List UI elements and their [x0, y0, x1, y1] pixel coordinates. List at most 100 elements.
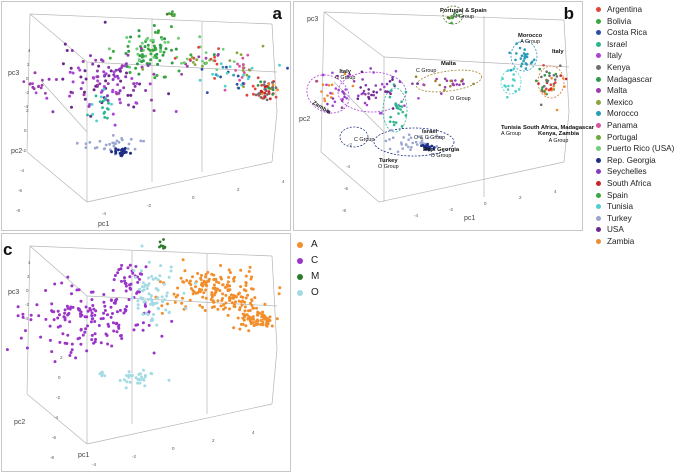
data-point: [360, 70, 364, 74]
data-point: [193, 63, 197, 66]
data-point: [109, 315, 113, 319]
data-point: [180, 61, 183, 65]
data-point: [369, 67, 372, 70]
data-point: [180, 72, 184, 76]
data-point: [391, 75, 394, 79]
data-point: [34, 91, 38, 95]
data-point: [518, 46, 522, 50]
data-point: [61, 62, 65, 66]
data-point: [416, 143, 419, 146]
tick-label: -2: [449, 207, 453, 212]
data-point: [118, 69, 122, 73]
data-point: [60, 281, 64, 285]
data-point: [51, 110, 55, 114]
data-point: [235, 51, 239, 55]
data-point: [120, 138, 124, 142]
data-point: [524, 67, 528, 70]
data-point: [155, 74, 159, 77]
data-point: [33, 71, 37, 75]
data-point: [271, 88, 275, 92]
annotation-malta: Malta: [441, 61, 456, 67]
data-point: [163, 40, 167, 44]
data-point: [234, 69, 238, 72]
data-point: [70, 49, 74, 52]
data-point: [106, 322, 110, 326]
legend-label: Panama: [607, 120, 638, 130]
data-point: [392, 123, 396, 127]
country-legend: Argentina Bolivia Costa Rica Israel Italy Ken…: [596, 4, 684, 247]
data-point: [201, 59, 204, 63]
data-point: [156, 306, 160, 310]
tick-label: 2: [237, 187, 240, 192]
scatter-3d-b: -4 -2 0 2 4 -8 -6 -4 -2: [306, 5, 570, 218]
data-point: [197, 55, 201, 59]
data-point: [545, 80, 549, 84]
data-point: [164, 47, 168, 51]
data-point: [91, 317, 95, 321]
data-point: [99, 317, 103, 321]
data-point: [124, 284, 128, 288]
data-point: [146, 298, 150, 301]
data-point: [234, 300, 237, 304]
data-point: [133, 275, 137, 279]
data-point: [525, 55, 529, 59]
panel-c: -4 -2 0 2 4 -8 -6 -4 -2 0 2 4 2 0 -2 -4 c pc3 pc2 pc1: [1, 233, 291, 472]
tick-label: 0: [26, 288, 29, 293]
data-point: [252, 92, 255, 96]
data-point: [111, 49, 115, 53]
data-point: [79, 310, 83, 314]
data-point: [265, 321, 269, 325]
data-point: [89, 320, 93, 324]
data-point: [53, 282, 57, 286]
data-point: [221, 292, 225, 296]
data-point: [131, 374, 134, 377]
data-point: [198, 78, 202, 82]
data-point: [443, 77, 447, 81]
data-point: [204, 288, 208, 292]
data-point: [146, 313, 150, 316]
group-outline: [415, 69, 483, 93]
axis-box-line: [26, 151, 88, 203]
data-point: [129, 93, 133, 97]
data-point: [378, 112, 382, 115]
tick-label: -2: [348, 142, 352, 147]
data-point: [136, 299, 140, 303]
data-point: [76, 66, 80, 70]
data-point: [379, 88, 382, 91]
data-point: [542, 64, 545, 67]
data-point: [551, 87, 555, 91]
data-point: [111, 321, 115, 325]
axis-box-line: [29, 245, 88, 297]
data-point: [365, 103, 369, 107]
data-point: [451, 82, 455, 85]
data-point: [112, 73, 116, 77]
data-point: [111, 112, 115, 116]
data-point: [434, 79, 437, 83]
data-point: [92, 341, 96, 345]
data-point: [174, 110, 178, 113]
legend-label: Argentina: [607, 5, 643, 14]
data-point: [435, 145, 439, 148]
data-point: [256, 84, 260, 87]
data-point: [116, 271, 120, 275]
data-point: [134, 66, 138, 70]
data-point: [422, 83, 425, 86]
data-point: [138, 381, 142, 385]
data-point: [68, 70, 72, 74]
data-point: [151, 277, 155, 281]
data-point: [106, 94, 109, 98]
legend-item: Portugal: [596, 132, 684, 144]
data-point: [532, 58, 536, 62]
data-point: [128, 263, 132, 267]
data-point: [191, 275, 194, 279]
data-point: [370, 93, 373, 97]
data-point: [278, 63, 281, 67]
tick-label: 2: [60, 355, 63, 360]
data-point: [374, 84, 378, 87]
data-point: [165, 12, 169, 16]
data-point: [133, 84, 137, 88]
data-point: [123, 279, 127, 283]
data-point: [237, 291, 241, 295]
data-point: [249, 322, 253, 326]
data-point: [341, 90, 344, 93]
